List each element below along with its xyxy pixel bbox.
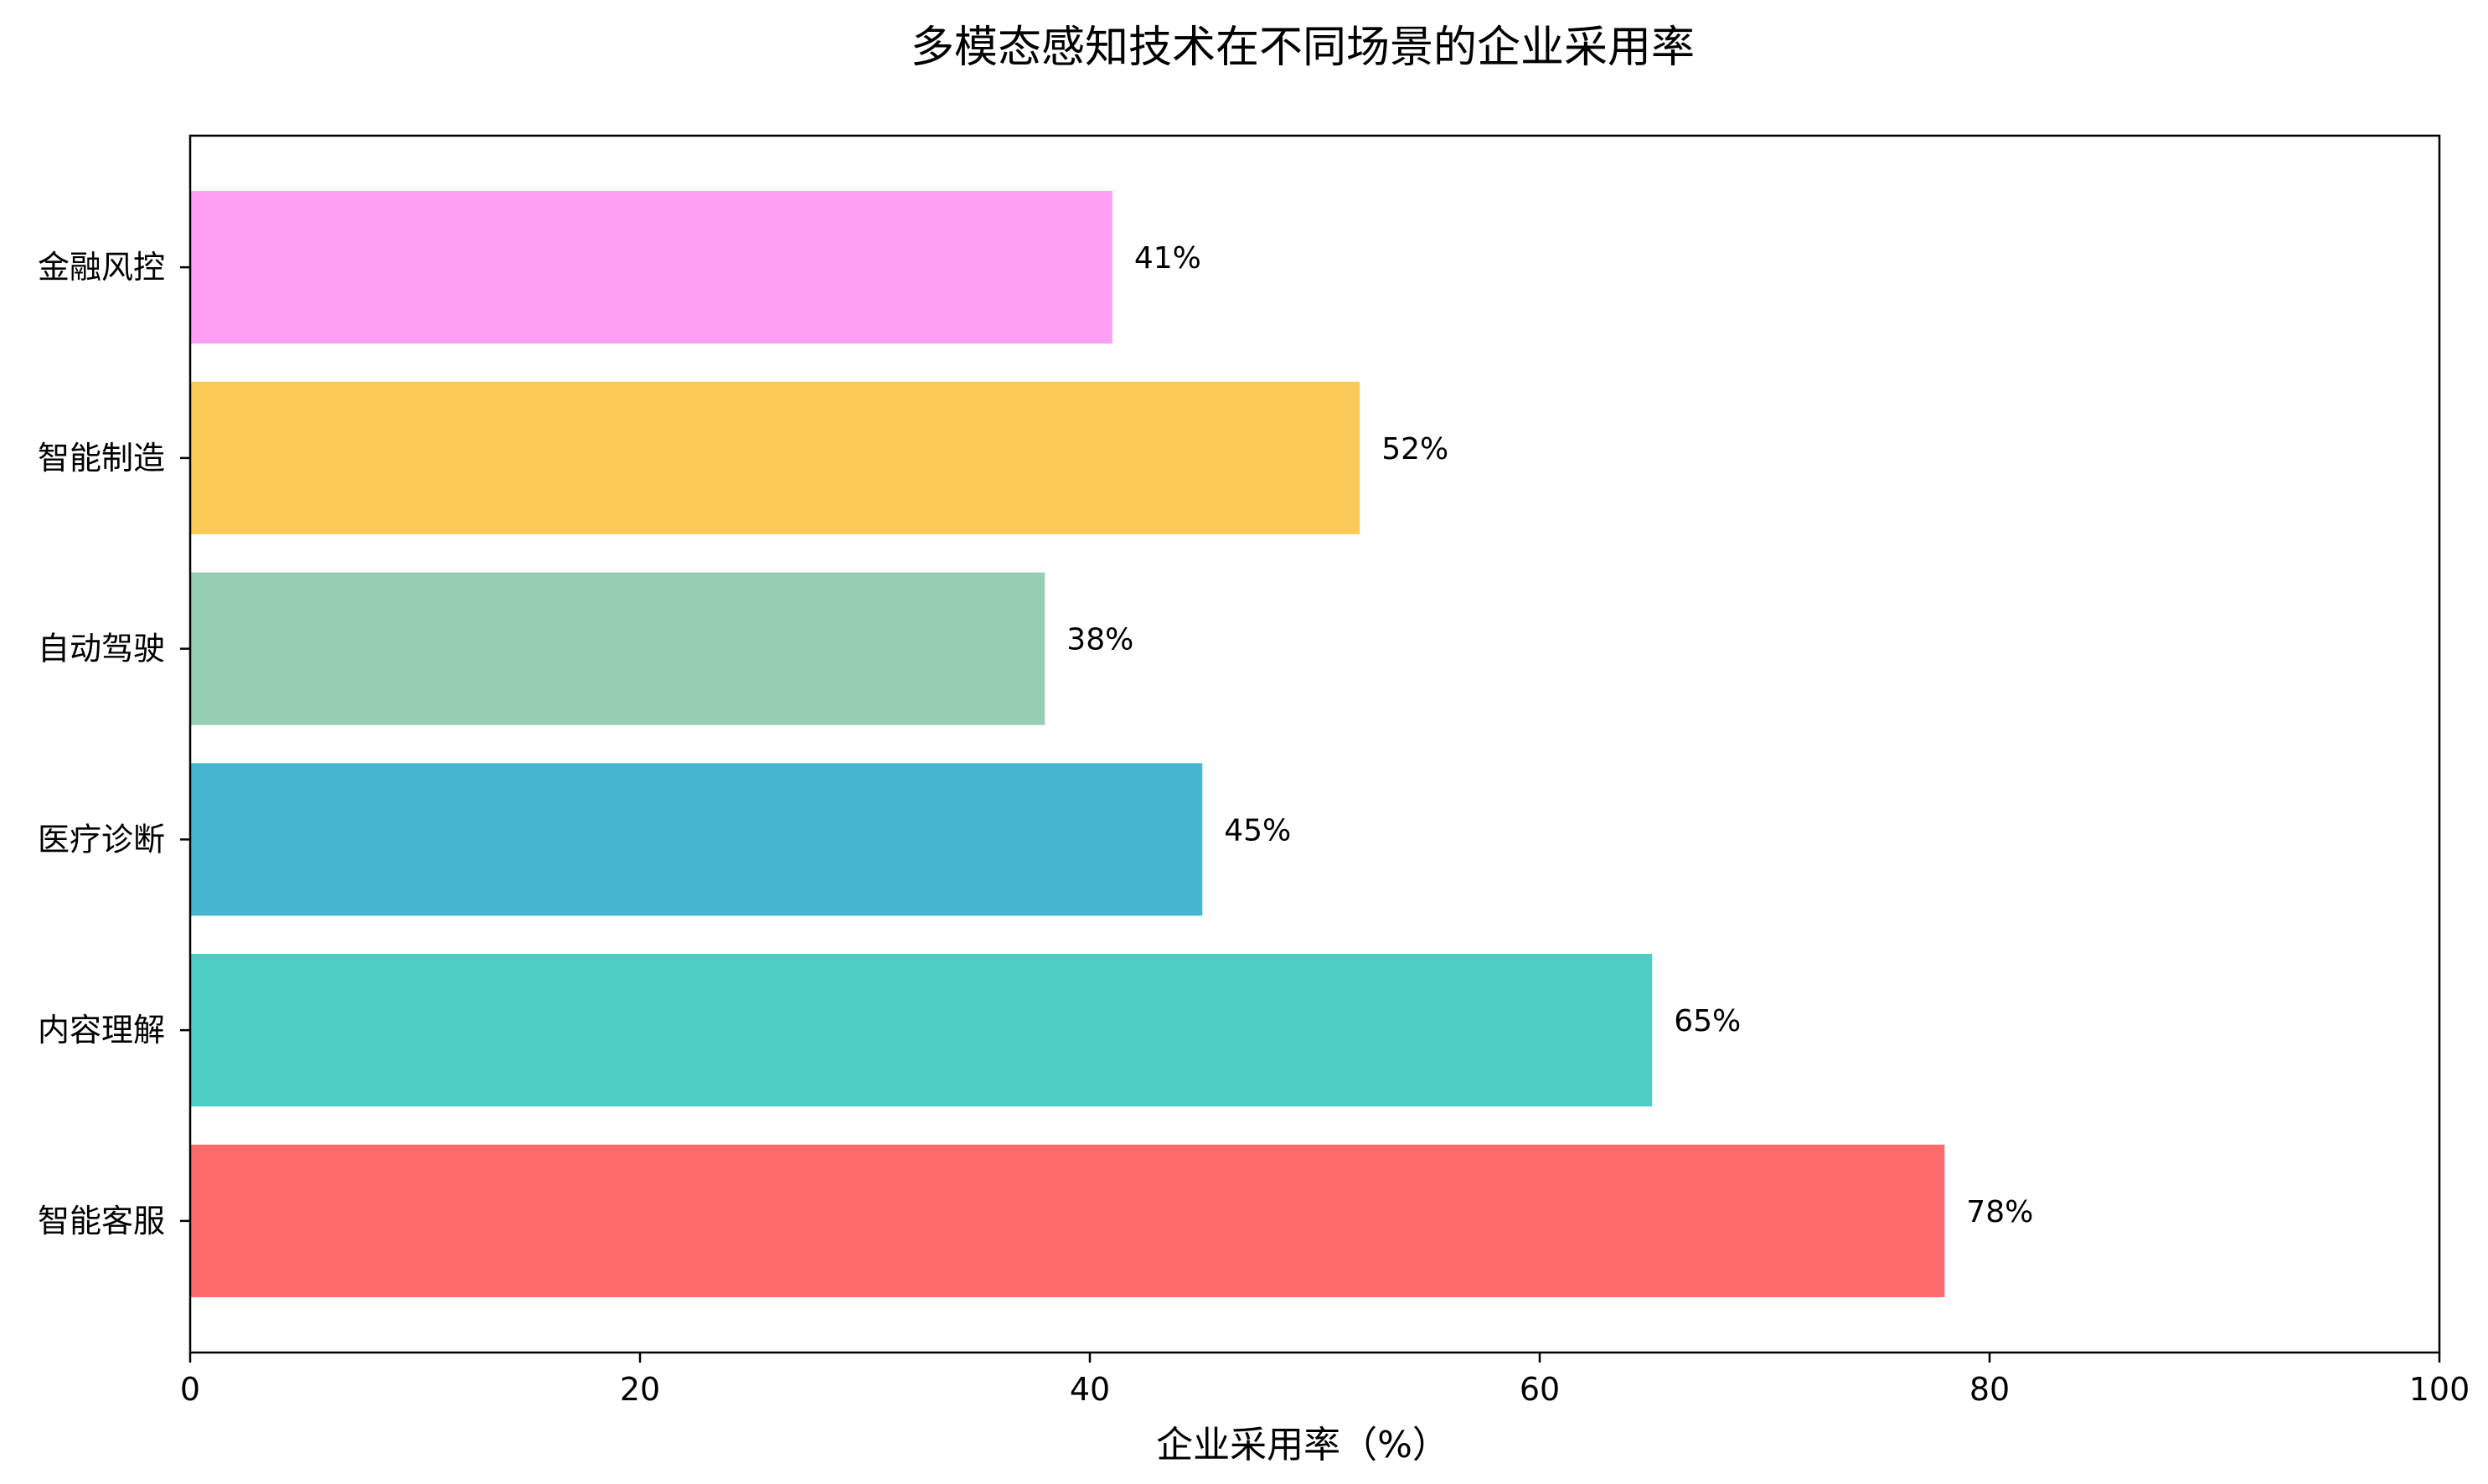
category-label-6: 金融风控	[38, 249, 165, 286]
data-label-2: 65%	[1674, 1004, 1741, 1038]
category-label-5: 智能制造	[38, 440, 165, 477]
plot-frame	[188, 134, 2441, 1354]
x-tick-label-40: 40	[1070, 1371, 1110, 1408]
x-tick-label-100: 100	[2409, 1371, 2470, 1408]
x-tick-label-80: 80	[1969, 1371, 2010, 1408]
plot-area: 智能客服 78% 内容理解 65% 医疗诊断 45% 自动驾驶 38% 智能制造 52% 金融风控 4…	[38, 191, 2470, 1408]
x-tick-label-0: 0	[180, 1371, 200, 1408]
data-label-1: 78%	[1966, 1195, 2033, 1229]
x-tick-label-60: 60	[1520, 1371, 1560, 1408]
data-label-5: 52%	[1381, 432, 1448, 466]
bar-1	[190, 1144, 1945, 1297]
x-tick-label-20: 20	[620, 1371, 660, 1408]
bar-3	[190, 763, 1203, 916]
data-label-4: 38%	[1066, 623, 1133, 657]
data-label-3: 45%	[1224, 813, 1291, 848]
chart-title: 多模态感知技术在不同场景的企业采用率	[911, 23, 1695, 73]
bar-5	[190, 381, 1360, 534]
data-label-6: 41%	[1134, 241, 1201, 276]
bar-4	[190, 572, 1045, 725]
category-label-2: 内容理解	[38, 1012, 165, 1049]
x-axis-label: 企业采用率（%）	[1156, 1424, 1449, 1466]
bar-6	[190, 191, 1112, 344]
category-label-3: 医疗诊断	[38, 821, 165, 858]
category-label-4: 自动驾驶	[38, 631, 165, 667]
bar-2	[190, 954, 1653, 1107]
category-label-1: 智能客服	[38, 1203, 165, 1239]
